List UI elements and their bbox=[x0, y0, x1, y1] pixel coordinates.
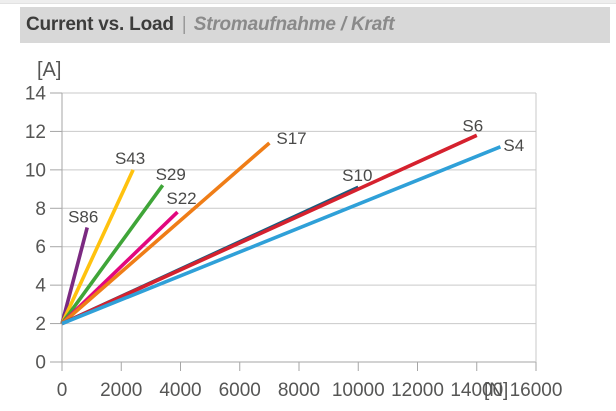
series-label-S29: S29 bbox=[156, 165, 186, 184]
series-line-S6 bbox=[61, 133, 478, 326]
y-tick-label-6: 6 bbox=[35, 237, 46, 258]
series-line-S4 bbox=[61, 145, 502, 326]
x-tick-label-2000: 2000 bbox=[100, 380, 142, 401]
series-label-S10: S10 bbox=[342, 166, 372, 185]
x-tick-label-14000: 14000 bbox=[450, 380, 503, 401]
y-tick-label-14: 14 bbox=[25, 84, 47, 105]
chart-title-bar: Current vs. Load | Stromaufnahme / Kraft bbox=[20, 7, 610, 43]
series-line-S43 bbox=[60, 169, 135, 325]
y-tick-label-4: 4 bbox=[35, 276, 46, 297]
x-axis-unit-label: [N] bbox=[484, 380, 508, 401]
y-tick-label-12: 12 bbox=[25, 122, 46, 143]
series-line-S17 bbox=[60, 141, 271, 325]
x-tick-label-12000: 12000 bbox=[391, 380, 444, 401]
title-separator: | bbox=[181, 14, 187, 35]
y-tick-label-10: 10 bbox=[25, 160, 46, 181]
page-top-border bbox=[0, 0, 616, 4]
chart-title: Current vs. Load bbox=[26, 14, 174, 35]
series-label-S17: S17 bbox=[276, 129, 306, 148]
series-label-S43: S43 bbox=[115, 149, 145, 168]
y-tick-label-0: 0 bbox=[35, 353, 46, 374]
series-line-S29 bbox=[60, 184, 165, 325]
x-tick-label-6000: 6000 bbox=[219, 380, 261, 401]
y-tick-label-8: 8 bbox=[35, 199, 46, 220]
series-label-S86: S86 bbox=[68, 208, 98, 227]
series-label-S22: S22 bbox=[166, 189, 196, 208]
series-label-S6: S6 bbox=[462, 116, 483, 135]
x-tick-label-16000: 16000 bbox=[510, 380, 563, 401]
x-tick-label-0: 0 bbox=[57, 380, 68, 401]
series-line-S86 bbox=[60, 227, 89, 325]
x-tick-label-10000: 10000 bbox=[332, 380, 385, 401]
x-tick-label-4000: 4000 bbox=[159, 380, 201, 401]
y-tick-label-2: 2 bbox=[35, 314, 46, 335]
series-label-S4: S4 bbox=[503, 136, 524, 155]
x-tick-label-8000: 8000 bbox=[278, 380, 320, 401]
chart-subtitle: Stromaufnahme / Kraft bbox=[193, 14, 395, 35]
y-axis-unit-label: [A] bbox=[37, 59, 61, 81]
